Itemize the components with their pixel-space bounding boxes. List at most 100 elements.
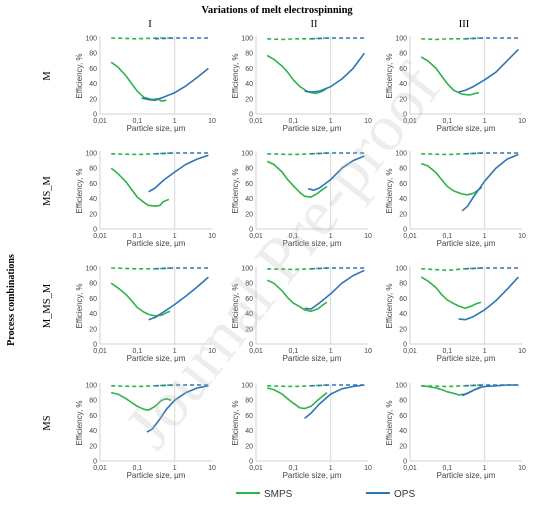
y-tick-label: 40 [89, 311, 97, 318]
panel-m-i: 0 20 40 60 80 100 0,01 0,1 1 10 Particle size, μm E… [75, 36, 216, 134]
y-tick-label: 80 [89, 166, 97, 173]
y-tick-label: 60 [399, 296, 407, 303]
x-tick-label: 1 [329, 118, 333, 125]
x-tick-label: 1 [329, 348, 333, 355]
column-headers: I II III [148, 19, 469, 30]
series-line-ops [458, 276, 519, 321]
y-tick-label: 80 [245, 166, 253, 173]
x-tick-label: 1 [173, 233, 177, 240]
series-dashed-line-ops [155, 384, 209, 387]
column-header-II: II [311, 19, 318, 30]
y-tick-label: 100 [241, 151, 253, 158]
x-tick-label: 0,01 [93, 465, 107, 472]
x-tick-label: 10 [208, 118, 216, 125]
x-tick-label: 1 [483, 465, 487, 472]
y-tick-label: 0 [403, 459, 407, 466]
x-tick-label: 0,1 [132, 118, 142, 125]
x-axis-label: Particle size, μm [283, 124, 342, 133]
legend-label-ops: OPS [394, 489, 415, 500]
x-tick-label: 10 [518, 348, 526, 355]
x-tick-label: 0,1 [288, 465, 298, 472]
x-tick-label: 0,1 [288, 118, 298, 125]
row-headers: M MS_M M_MS_M MS [42, 71, 53, 431]
panel-ms-m-iii: 0 20 40 60 80 100 0,01 0,1 1 10 Particle size, μm E… [385, 151, 526, 249]
x-tick-label: 0,01 [403, 118, 417, 125]
y-tick-label: 0 [403, 112, 407, 119]
series-line-smps [420, 276, 482, 310]
x-tick-label: 10 [364, 118, 372, 125]
y-tick-label: 40 [89, 81, 97, 88]
y-tick-label: 0 [249, 227, 253, 234]
legend: SMPS OPS [236, 489, 415, 500]
x-tick-label: 1 [173, 118, 177, 125]
figure-title: Variations of melt electrospinning [201, 5, 353, 16]
series-dashed-line-ops [465, 267, 519, 270]
y-tick-label: 40 [399, 428, 407, 435]
y-tick-label: 40 [245, 311, 253, 318]
x-tick-label: 0,01 [403, 465, 417, 472]
y-tick-label: 40 [89, 196, 97, 203]
y-tick-label: 0 [403, 227, 407, 234]
series-dashed-line-ops [311, 37, 365, 40]
series-line-smps [420, 56, 480, 96]
series-line-smps [111, 391, 172, 411]
y-axis-label: Efficiency, % [231, 283, 240, 328]
x-tick-label: 0,1 [442, 465, 452, 472]
column-header-I: I [148, 19, 152, 30]
series-line-smps [420, 162, 483, 196]
y-tick-label: 80 [399, 51, 407, 58]
x-tick-label: 10 [208, 465, 216, 472]
row-header-m-ms-m: M_MS_M [42, 283, 53, 328]
y-tick-label: 20 [399, 96, 407, 103]
y-tick-label: 20 [89, 211, 97, 218]
x-tick-label: 0,1 [442, 348, 452, 355]
series-dashed-line-smps [111, 37, 171, 40]
y-tick-label: 0 [249, 112, 253, 119]
x-tick-label: 1 [173, 348, 177, 355]
y-tick-label: 100 [241, 383, 253, 390]
x-tick-label: 0,01 [93, 233, 107, 240]
panel-m-ms-m-i: 0 20 40 60 80 100 0,01 0,1 1 10 Particle size, μm E… [75, 266, 216, 364]
y-tick-label: 100 [85, 266, 97, 273]
x-tick-label: 1 [483, 348, 487, 355]
series-line-smps [267, 387, 328, 410]
series-line-smps [110, 282, 171, 317]
x-axis-label: Particle size, μm [127, 239, 186, 248]
y-axis-label: Efficiency, % [385, 53, 394, 98]
series-line-ops [146, 385, 209, 433]
x-axis-label: Particle size, μm [437, 124, 496, 133]
x-tick-label: 1 [329, 233, 333, 240]
y-tick-label: 60 [89, 181, 97, 188]
y-tick-label: 20 [245, 96, 253, 103]
series-line-smps [266, 160, 328, 198]
y-axis-label: Efficiency, % [385, 400, 394, 445]
y-tick-label: 0 [93, 112, 97, 119]
y-tick-label: 100 [241, 36, 253, 43]
y-tick-label: 80 [245, 281, 253, 288]
x-axis-label: Particle size, μm [283, 354, 342, 363]
y-tick-label: 80 [89, 398, 97, 405]
x-tick-label: 10 [208, 233, 216, 240]
x-tick-label: 1 [329, 465, 333, 472]
x-axis-label: Particle size, μm [127, 471, 186, 480]
series-dashed-line-smps [421, 267, 482, 272]
y-axis-label: Efficiency, % [75, 283, 84, 328]
y-tick-label: 60 [399, 181, 407, 188]
y-tick-label: 40 [399, 311, 407, 318]
x-axis-label: Particle size, μm [127, 354, 186, 363]
series-dashed-line-ops [155, 267, 209, 270]
x-tick-label: 1 [483, 118, 487, 125]
series-dashed-line-ops [155, 37, 209, 40]
series-line-ops [148, 276, 209, 321]
x-tick-label: 0,1 [132, 465, 142, 472]
y-axis-label: Efficiency, % [75, 53, 84, 98]
x-tick-label: 0,01 [403, 233, 417, 240]
series-dashed-line-ops [311, 152, 365, 155]
x-tick-label: 10 [364, 465, 372, 472]
x-axis-label: Particle size, μm [283, 239, 342, 248]
y-axis-label: Efficiency, % [75, 168, 84, 213]
y-tick-label: 20 [245, 443, 253, 450]
x-tick-label: 0,1 [442, 118, 452, 125]
y-tick-label: 80 [245, 398, 253, 405]
y-tick-label: 100 [85, 36, 97, 43]
